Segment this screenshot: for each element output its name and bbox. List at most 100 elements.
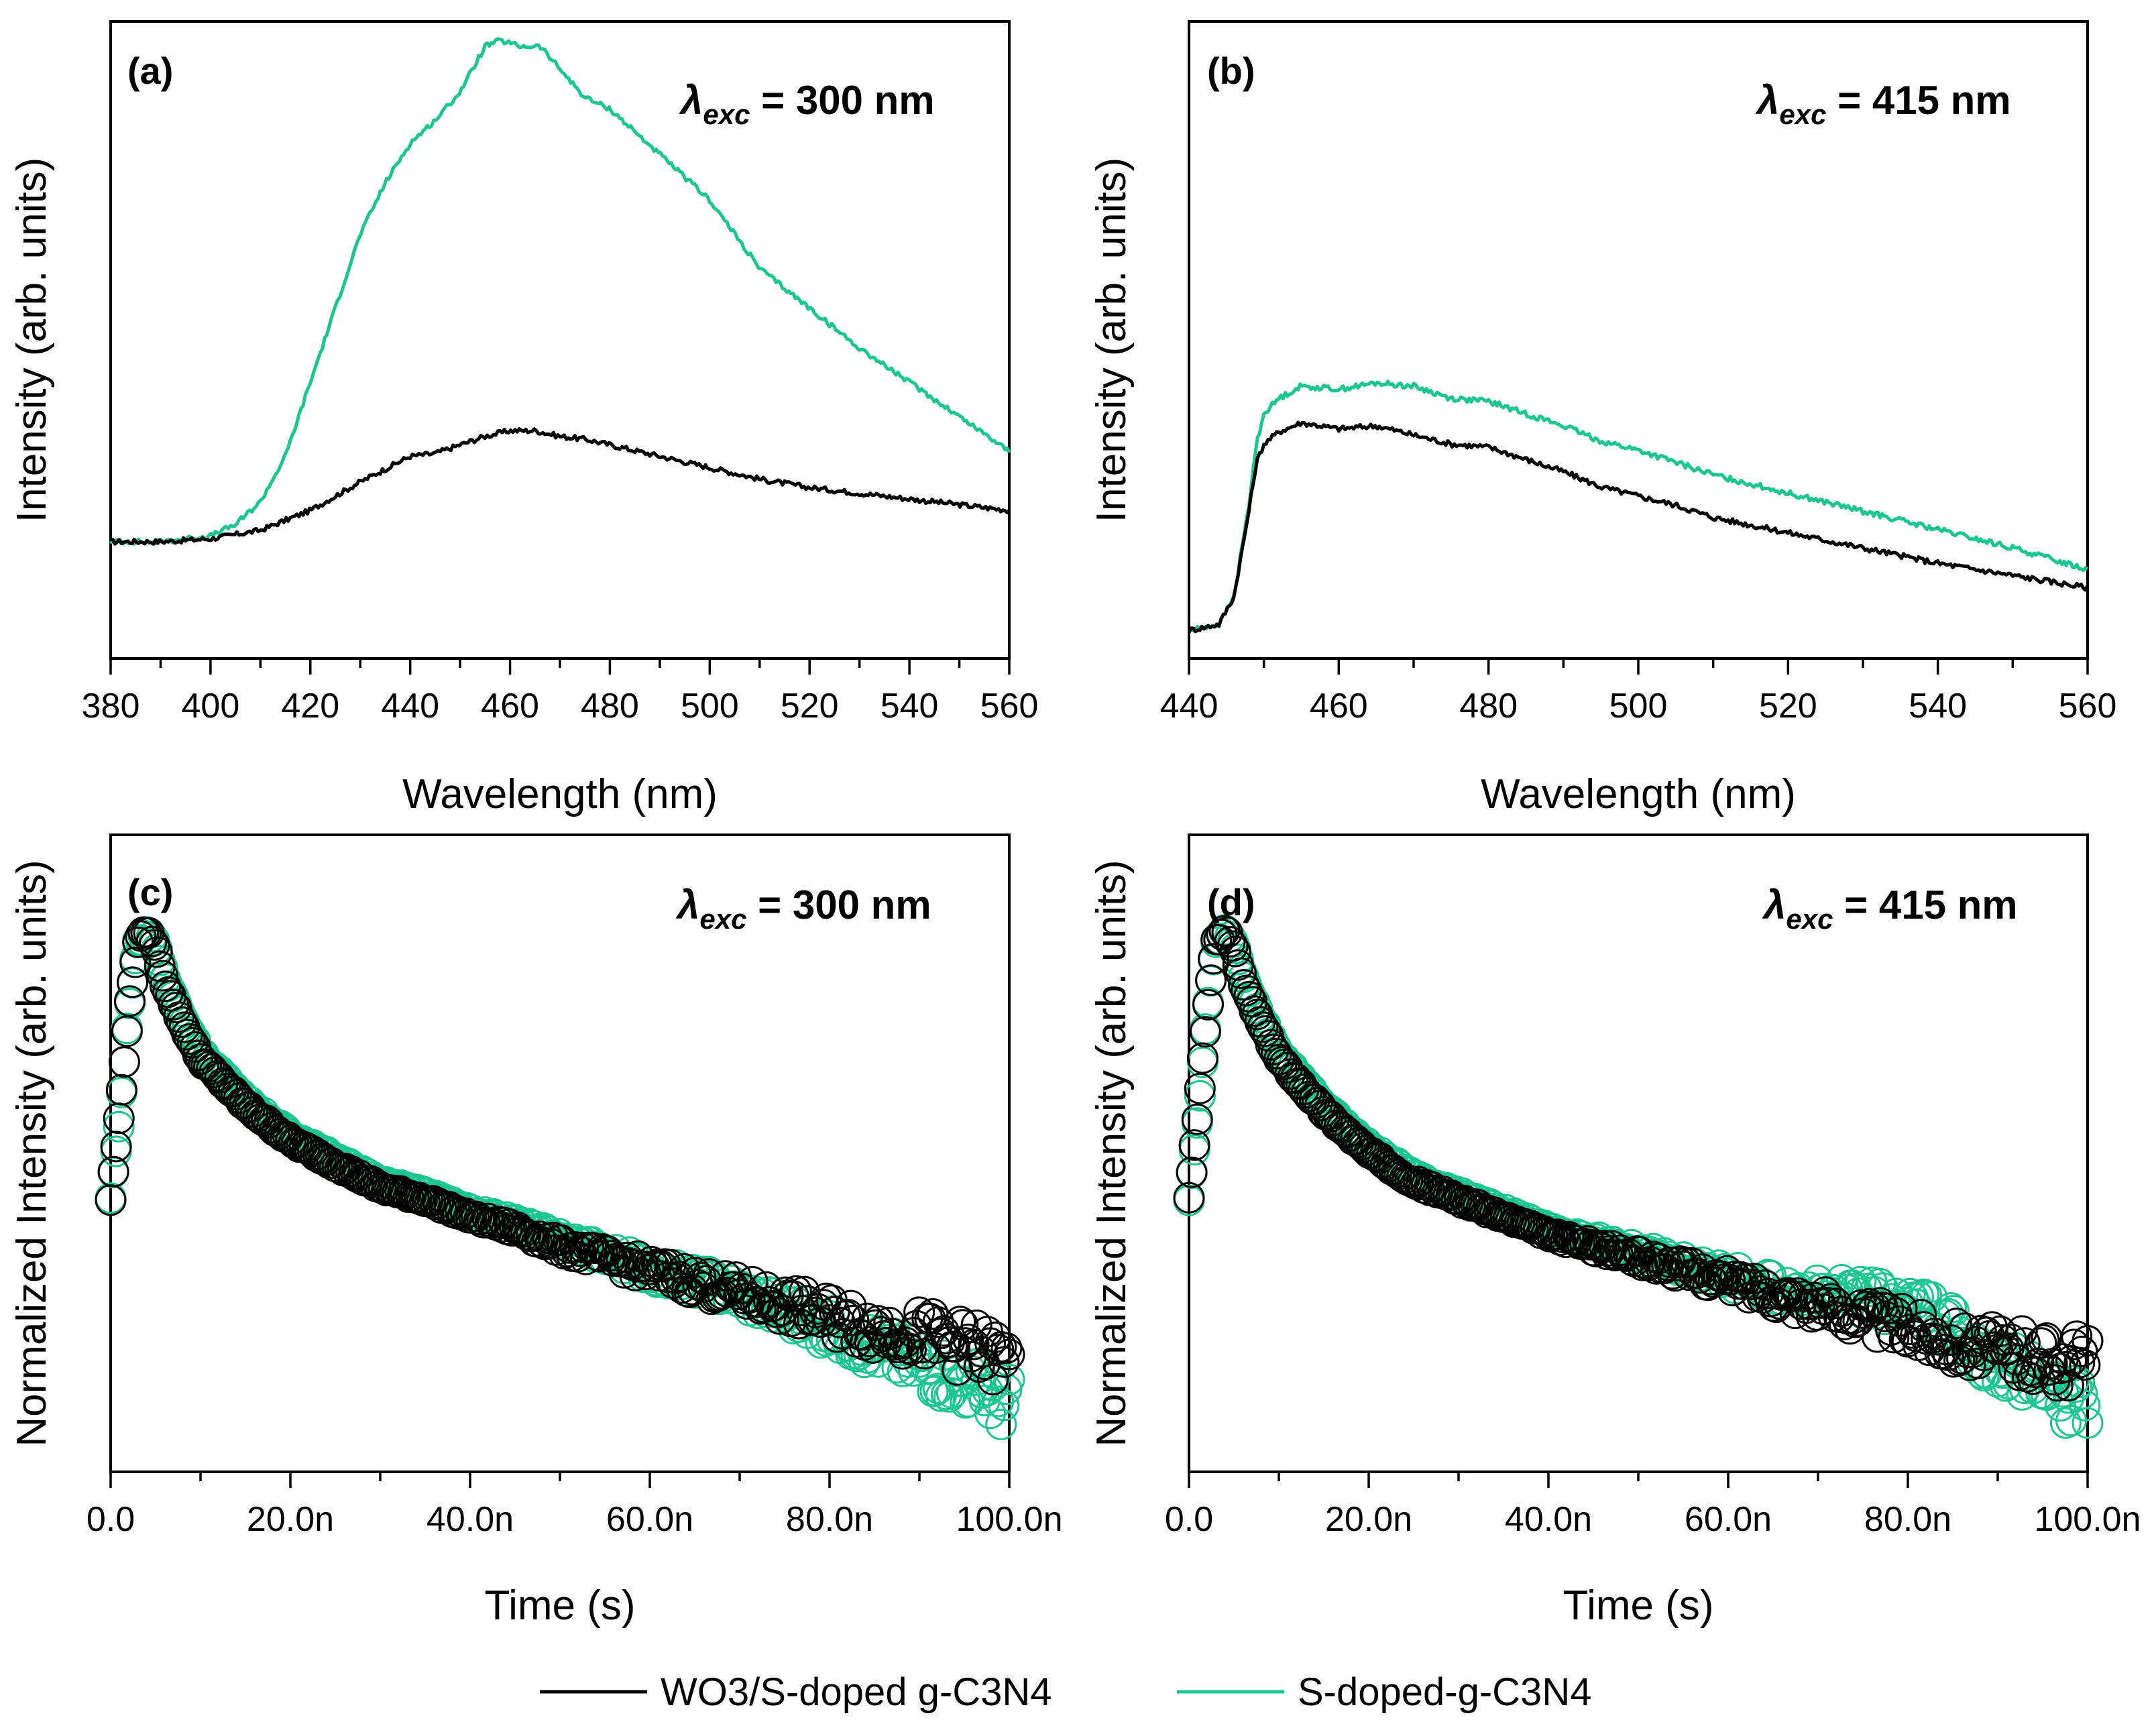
x-tick-label-a-6: 500 [681, 687, 739, 726]
point-c-wo3-s-doped-290 [887, 1338, 919, 1370]
panel-a-annot-rest: = 300 nm [750, 78, 934, 123]
point-d-wo3-s-doped-253 [1864, 1287, 1896, 1319]
panel-d-x-ticks: 0.0 20.0n 40.0n 60.0n 80.0n 100.0n [1165, 1472, 2141, 1539]
point-d-wo3-s-doped-8 [1195, 964, 1227, 996]
x-tick-label-b-3: 500 [1609, 687, 1668, 726]
point-d-wo3-s-doped-6 [1189, 1016, 1221, 1048]
point-d-wo3-s-doped-274 [1921, 1324, 1953, 1356]
point-d-wo3-s-doped-314 [2031, 1322, 2063, 1354]
panel-d-x-axis-title: Time (s) [1563, 1582, 1714, 1629]
x-tick-label-d-0: 0.0 [1165, 1500, 1213, 1539]
panel-d-annot-lambda: λ [1762, 882, 1786, 927]
panel-c: 0.0 20.0n 40.0n 60.0n 80.0n 100.0n (c) λexc =… [9, 833, 1063, 1629]
panel-b-annot-lambda: λ [1755, 78, 1779, 123]
panel-d-y-axis-title: Normalized Intensity (arb. units) [1088, 860, 1135, 1446]
point-c-wo3-s-doped-1 [97, 1155, 129, 1188]
x-tick-label-b-6: 560 [2059, 687, 2117, 726]
point-d-wo3-s-doped-3 [1181, 1103, 1213, 1135]
x-tick-label-a-5: 480 [581, 687, 639, 726]
panel-a-annot-sub: exc [703, 99, 750, 130]
point-c-wo3-s-doped-29 [174, 1023, 206, 1055]
point-c-s-doped-3 [103, 1110, 135, 1143]
panel-d: 0.0 20.0n 40.0n 60.0n 80.0n 100.0n (d) λexc =… [1088, 833, 2141, 1629]
panel-c-series [95, 916, 1025, 1440]
point-c-wo3-s-doped-293 [895, 1334, 927, 1366]
x-tick-label-d-3: 60.0n [1685, 1500, 1772, 1539]
point-c-wo3-s-doped-312 [947, 1309, 979, 1341]
x-tick-label-c-0: 0.0 [87, 1500, 135, 1539]
x-tick-label-d-5: 100.0n [2034, 1500, 2141, 1539]
panel-b-annotation: λexc = 415 nm [1755, 78, 2011, 130]
point-c-s-doped-300 [914, 1352, 946, 1385]
point-c-s-doped-294 [897, 1355, 929, 1387]
panel-a-y-axis-title: Intensity (arb. units) [9, 158, 55, 522]
point-c-wo3-s-doped-271 [835, 1289, 867, 1322]
point-d-wo3-s-doped-174 [1648, 1253, 1681, 1285]
panel-a-annotation: λexc = 300 nm [679, 78, 935, 130]
x-tick-label-d-2: 40.0n [1505, 1500, 1592, 1539]
x-tick-label-a-0: 380 [82, 687, 140, 726]
point-d-wo3-s-doped-240 [1829, 1308, 1860, 1340]
panel-b-series [1187, 380, 2090, 634]
point-d-wo3-s-doped-305 [2006, 1315, 2038, 1347]
point-d-s-doped-267 [1903, 1280, 1934, 1312]
point-c-wo3-s-doped-277 [851, 1302, 883, 1334]
point-d-wo3-s-doped-313 [2028, 1324, 2060, 1356]
x-tick-label-c-5: 100.0n [956, 1500, 1062, 1539]
x-tick-label-a-2: 420 [281, 687, 339, 726]
point-d-wo3-s-doped-5 [1186, 1042, 1218, 1074]
point-d-wo3-s-doped-179 [1662, 1247, 1694, 1279]
point-d-wo3-s-doped-15 [1214, 926, 1246, 958]
x-tick-label-b-2: 480 [1459, 687, 1518, 726]
point-c-s-doped-329 [993, 1363, 1025, 1395]
point-c-wo3-s-doped-9 [119, 946, 152, 978]
point-d-wo3-s-doped-281 [1941, 1308, 1972, 1340]
point-c-wo3-s-doped-57 [250, 1104, 282, 1137]
x-tick-label-b-1: 460 [1310, 687, 1368, 726]
panel-c-x-ticks: 0.0 20.0n 40.0n 60.0n 80.0n 100.0n [87, 1472, 1063, 1539]
x-tick-label-b-4: 520 [1759, 687, 1817, 726]
point-d-wo3-s-doped-17 [1219, 935, 1251, 968]
point-c-wo3-s-doped-7 [114, 985, 146, 1017]
panel-b-label: (b) [1207, 50, 1255, 92]
point-c-wo3-s-doped-292 [892, 1332, 924, 1364]
point-c-wo3-s-doped-291 [889, 1326, 921, 1359]
point-d-s-doped-328 [2069, 1389, 2101, 1422]
point-d-wo3-s-doped-4 [1184, 1072, 1216, 1104]
series-line-b-wo3-s-doped [1187, 420, 2090, 634]
point-d-wo3-s-doped-309 [2017, 1363, 2049, 1395]
panel-a: 380 400 420 440 460 480 500 520 540 560 (a) λexc … [9, 20, 1038, 817]
point-d-wo3-s-doped-328 [2069, 1349, 2101, 1381]
point-c-wo3-s-doped-327 [988, 1346, 1020, 1378]
point-d-wo3-s-doped-42 [1288, 1074, 1320, 1106]
panel-d-series [1173, 914, 2104, 1439]
point-d-wo3-s-doped-233 [1809, 1276, 1841, 1308]
x-tick-label-a-3: 440 [381, 687, 439, 726]
series-line-a-s-doped [109, 37, 1011, 546]
point-d-wo3-s-doped-248 [1850, 1291, 1882, 1323]
panel-d-annot-sub: exc [1786, 903, 1833, 935]
point-d-wo3-s-doped-7 [1192, 988, 1224, 1021]
point-d-wo3-s-doped-19 [1225, 957, 1257, 989]
panel-d-annotation: λexc = 415 nm [1762, 882, 2018, 935]
point-d-wo3-s-doped-2 [1178, 1129, 1210, 1161]
x-tick-label-d-1: 20.0n [1325, 1500, 1412, 1539]
x-tick-label-a-7: 520 [781, 687, 839, 726]
point-d-wo3-s-doped-223 [1782, 1277, 1814, 1309]
panel-a-x-ticks: 380 400 420 440 460 480 500 520 540 560 [82, 658, 1038, 726]
point-c-wo3-s-doped-328 [990, 1332, 1023, 1364]
panel-d-label: (d) [1207, 881, 1255, 923]
panel-c-annot-sub: exc [699, 903, 746, 935]
point-d-wo3-s-doped-96 [1435, 1179, 1467, 1211]
point-d-wo3-s-doped-258 [1878, 1322, 1910, 1354]
point-c-wo3-s-doped-2 [100, 1131, 132, 1163]
point-c-wo3-s-doped-238 [744, 1293, 777, 1325]
x-tick-label-c-3: 60.0n [606, 1500, 693, 1539]
x-tick-label-a-4: 460 [481, 687, 539, 726]
series-line-b-s-doped [1188, 380, 2089, 633]
point-c-wo3-s-doped-33 [184, 1043, 217, 1075]
point-c-wo3-s-doped-20 [150, 970, 181, 1002]
point-c-wo3-s-doped-316 [958, 1328, 990, 1361]
point-d-s-doped-325 [2061, 1371, 2093, 1403]
panel-c-label: (c) [127, 871, 173, 913]
